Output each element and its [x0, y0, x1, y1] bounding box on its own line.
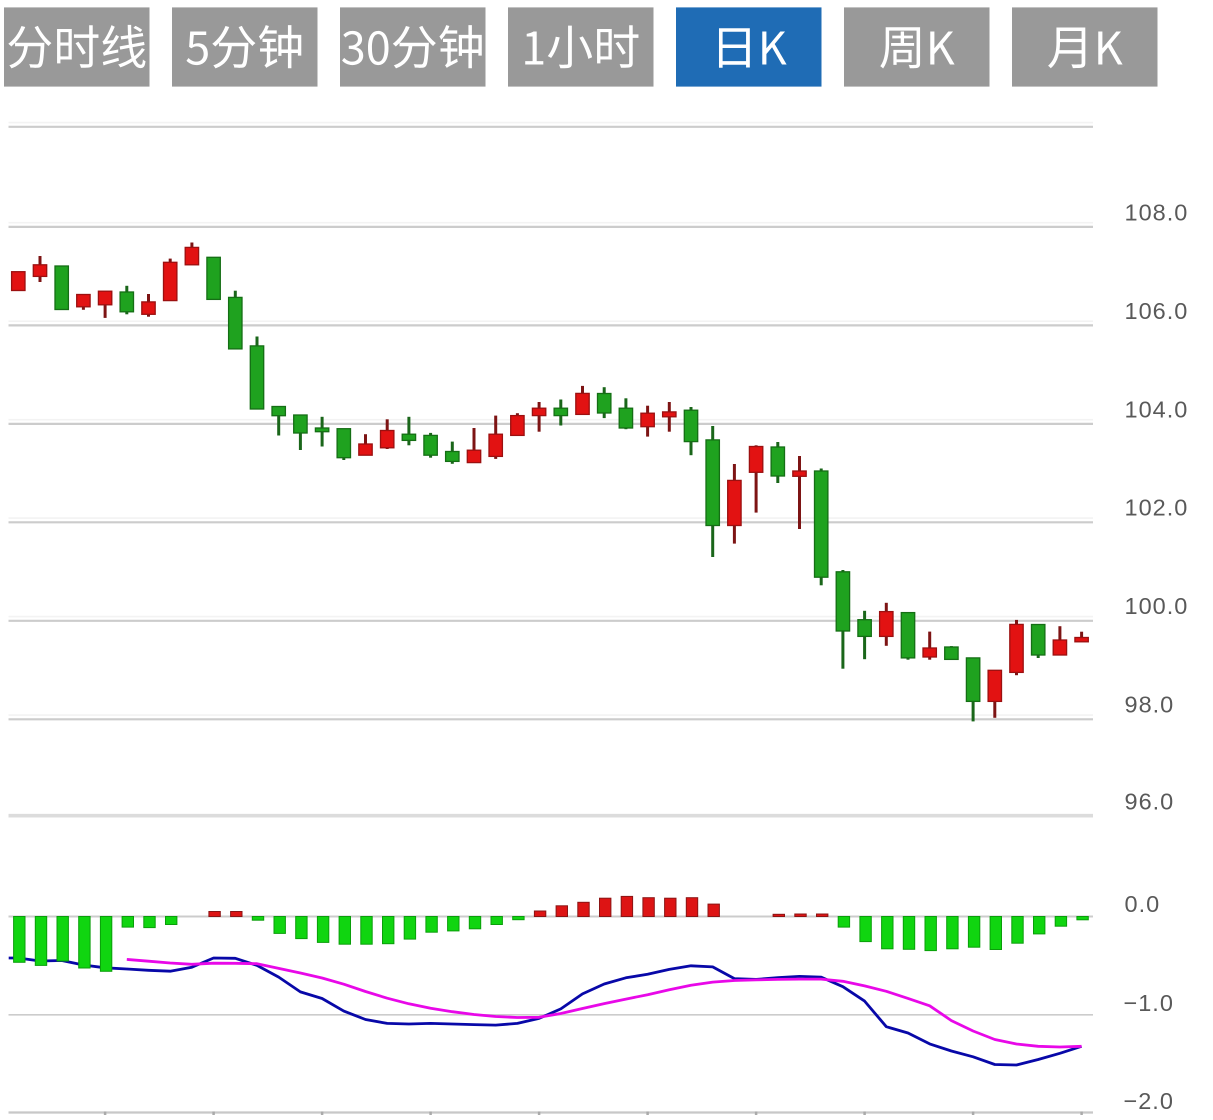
svg-text:104.0: 104.0 — [1125, 396, 1189, 422]
svg-text:0.0: 0.0 — [1125, 891, 1161, 917]
svg-text:102.0: 102.0 — [1125, 495, 1189, 521]
svg-text:−1.0: −1.0 — [1124, 990, 1174, 1016]
svg-text:100.0: 100.0 — [1125, 593, 1189, 619]
svg-text:106.0: 106.0 — [1125, 298, 1189, 324]
svg-text:98.0: 98.0 — [1125, 692, 1175, 718]
svg-text:−2.0: −2.0 — [1124, 1088, 1174, 1114]
svg-text:108.0: 108.0 — [1125, 199, 1189, 225]
svg-text:96.0: 96.0 — [1125, 788, 1175, 814]
